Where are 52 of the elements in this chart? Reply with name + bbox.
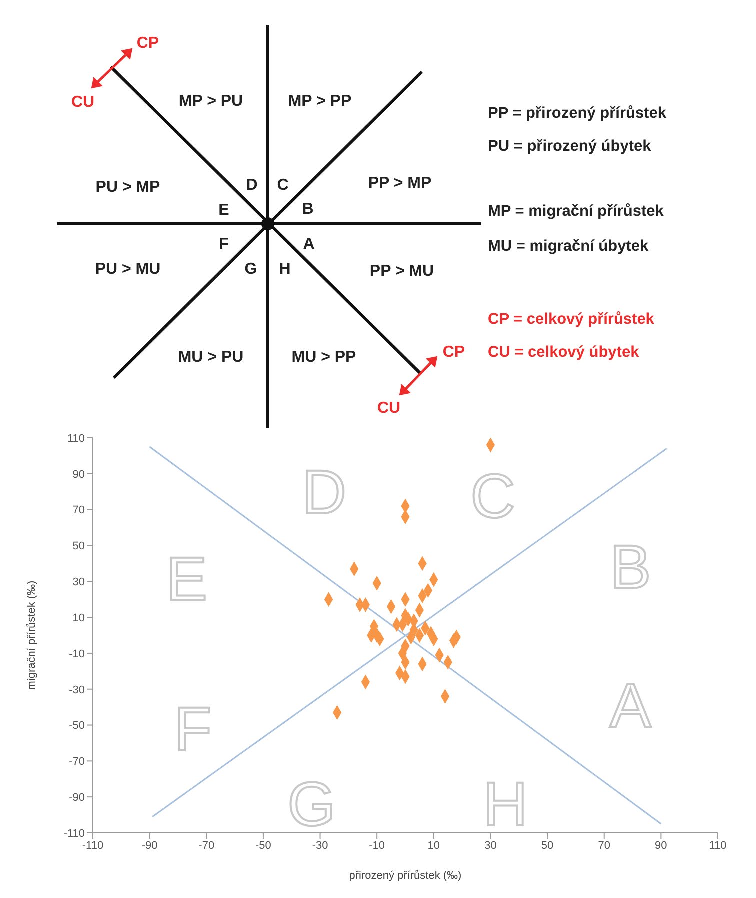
text: CU = celkový úbytek <box>488 344 640 361</box>
x-tick-label: 30 <box>484 840 497 852</box>
x-tick-label: 70 <box>598 840 610 852</box>
text: H <box>279 261 291 278</box>
text: MP > PU <box>178 93 244 110</box>
x-tick-label: -90 <box>142 840 158 852</box>
x-tick-label: 50 <box>541 840 554 852</box>
x-tick-label: -10 <box>369 840 386 852</box>
y-axis-title: migrační přírůstek (‰) <box>26 580 38 690</box>
x-tick-label: -110 <box>82 840 104 852</box>
x-tick-label: 10 <box>428 840 440 852</box>
text: PP > MP <box>368 175 432 192</box>
x-tick-label: 90 <box>655 840 668 852</box>
text: PU > MP <box>96 179 161 196</box>
y-tick-label: -30 <box>69 684 85 696</box>
text: C <box>277 177 290 194</box>
text: CP = celkový přírůstek <box>488 311 655 328</box>
text: A <box>303 236 316 253</box>
y-tick-label: 90 <box>72 468 85 481</box>
text: MP > PP <box>288 93 352 110</box>
text: F <box>219 236 230 253</box>
text: CP <box>136 35 160 52</box>
text: MP = migrační přírůstek <box>488 203 664 220</box>
x-tick-label: -70 <box>198 840 215 852</box>
text: E <box>218 202 230 219</box>
text: CU <box>71 94 95 111</box>
y-tick-label: -110 <box>64 828 85 840</box>
x-tick-label: -50 <box>256 840 272 852</box>
x-tick-label: 110 <box>709 840 727 852</box>
x-tick-label: -30 <box>312 840 328 852</box>
text: MU = migrační úbytek <box>488 238 650 255</box>
text: CP <box>442 344 466 361</box>
text: MU > PP <box>292 349 357 366</box>
text: G <box>244 261 258 278</box>
y-tick-label: 50 <box>72 540 85 553</box>
text: D <box>246 177 258 194</box>
y-tick-label: 70 <box>72 504 85 517</box>
text: PP = přirozený přírůstek <box>488 105 667 122</box>
text: B <box>302 201 314 218</box>
y-tick-label: -10 <box>69 648 85 660</box>
text: PU = přirozený úbytek <box>488 138 652 155</box>
y-tick-label: 10 <box>72 612 85 624</box>
y-tick-label: 30 <box>72 576 85 589</box>
text: PU > MU <box>95 261 161 278</box>
x-axis-title: přirozený přírůstek (‰) <box>349 870 462 882</box>
y-tick-label: -90 <box>69 792 85 804</box>
y-tick-label: -50 <box>69 720 85 732</box>
text: CU <box>377 400 401 417</box>
y-tick-label: 110 <box>67 432 85 445</box>
text: MU > PU <box>178 349 244 366</box>
y-tick-label: -70 <box>69 756 85 768</box>
text: PP > MU <box>370 263 434 280</box>
